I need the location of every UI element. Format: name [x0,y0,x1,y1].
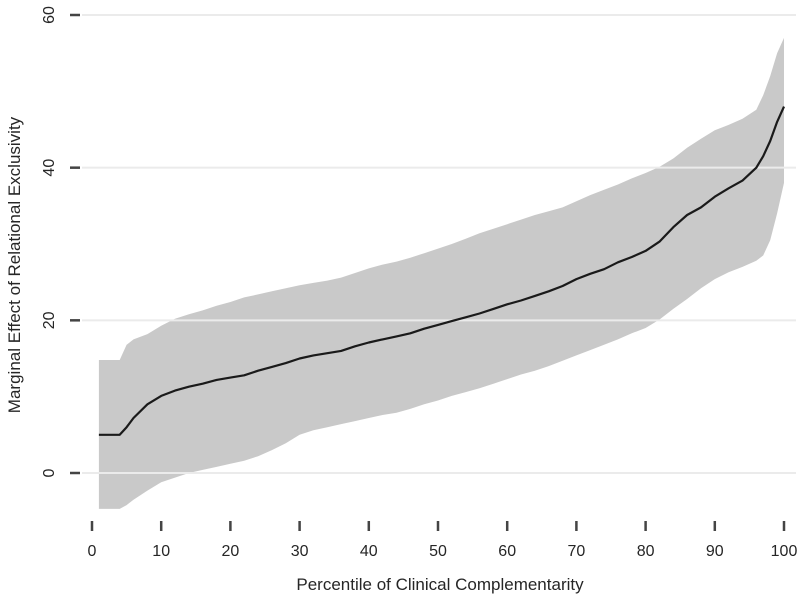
x-tick-label-20: 20 [222,543,240,560]
x-tick-label-0: 0 [88,543,97,560]
axis-tick-label-layer: 0 20 40 60 0 10 20 30 40 50 60 70 80 90 100 [41,6,797,560]
y-tick-label-20: 20 [41,311,58,329]
x-tick-label-80: 80 [637,543,655,560]
y-tick-label-0: 0 [41,468,58,477]
x-tick-label-40: 40 [360,543,378,560]
x-tick-label-70: 70 [568,543,586,560]
y-tick-label-60: 60 [41,6,58,24]
x-axis-label: Percentile of Clinical Complementarity [296,575,584,594]
y-tick-label-40: 40 [41,159,58,177]
y-axis-label: Marginal Effect of Relational Exclusivit… [5,116,24,413]
marginal-effect-line [98,106,786,436]
x-tick-label-30: 30 [291,543,309,560]
x-tick-label-90: 90 [706,543,724,560]
effect-line-layer [98,106,786,436]
confidence-band [98,37,784,509]
axis-tick-layer [70,13,786,531]
x-tick-label-10: 10 [152,543,170,560]
x-tick-label-50: 50 [429,543,447,560]
gridline-layer [82,14,796,474]
confidence-band-layer [98,37,784,509]
x-tick-label-60: 60 [498,543,516,560]
x-tick-label-100: 100 [771,543,798,560]
